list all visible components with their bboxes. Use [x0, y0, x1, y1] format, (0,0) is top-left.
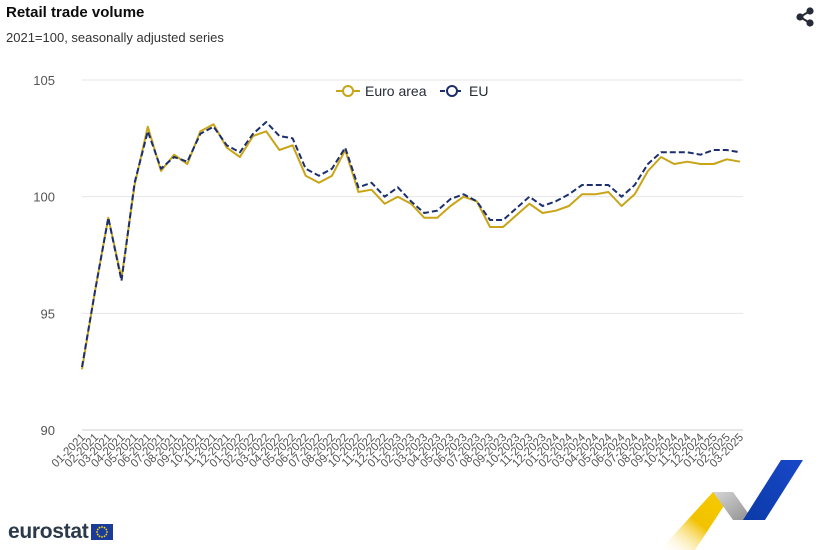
- series-line-eu[interactable]: [81, 121, 741, 368]
- line-chart: 90 95 100 105 01-202102-202103-202104-20210…: [33, 73, 746, 470]
- legend: Euro area EU: [336, 83, 488, 99]
- y-tick-label: 95: [41, 306, 55, 321]
- legend-label: EU: [469, 83, 488, 99]
- x-axis-ticks: 01-202102-202103-202104-202105-202106-20…: [50, 431, 746, 470]
- legend-item[interactable]: Euro area: [336, 83, 427, 99]
- legend-marker: [446, 85, 458, 97]
- legend-item[interactable]: EU: [440, 83, 488, 99]
- legend-marker: [342, 85, 354, 97]
- y-axis-ticks: 90 95 100 105: [33, 73, 55, 438]
- chart-title: Retail trade volume: [6, 4, 145, 21]
- grid-lines: [82, 79, 743, 431]
- chart-subtitle: 2021=100, seasonally adjusted series: [6, 30, 224, 45]
- y-tick-label: 100: [33, 190, 55, 205]
- eurostat-logo[interactable]: eurostat: [8, 520, 114, 544]
- y-tick-label: 90: [41, 423, 55, 438]
- series-line-euro-area[interactable]: [81, 123, 741, 370]
- eu-flag-icon: [91, 524, 114, 540]
- y-tick-label: 105: [33, 73, 55, 88]
- legend-label: Euro area: [365, 83, 427, 99]
- decorative-stripes: [660, 460, 803, 550]
- share-icon[interactable]: [794, 6, 816, 28]
- series-lines: [81, 121, 741, 370]
- logo-text: eurostat: [8, 520, 89, 543]
